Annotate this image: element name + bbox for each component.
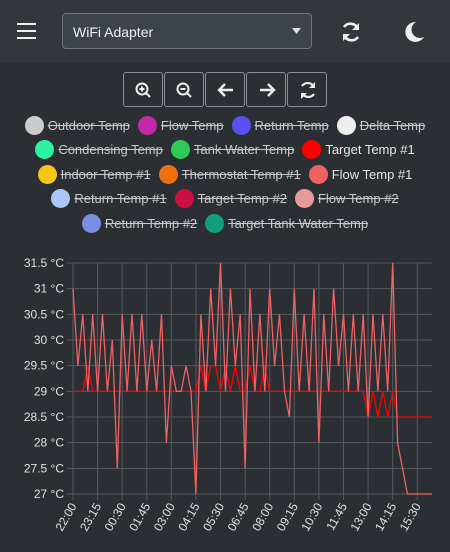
x-tick-label: 22:00 — [52, 500, 79, 533]
legend-item[interactable]: Thermostat Temp #1 — [158, 162, 301, 187]
legend: Outdoor Temp Flow Temp Return Temp Delta Te… — [20, 113, 430, 236]
legend-label: Return Temp — [254, 117, 329, 133]
legend-item[interactable]: Tank Water Temp — [170, 138, 295, 163]
x-tick-label: 13:00 — [348, 500, 375, 533]
adapter-select[interactable]: WiFi Adapter — [62, 13, 312, 49]
legend-item[interactable]: Flow Temp #1 — [308, 162, 413, 187]
x-tick-label: 23:15 — [77, 500, 104, 533]
legend-item[interactable]: Indoor Temp #1 — [37, 162, 151, 187]
legend-item[interactable]: Return Temp #1 — [51, 187, 167, 212]
x-tick-label: 09:15 — [274, 500, 301, 533]
legend-label: Target Tank Water Temp — [228, 215, 369, 231]
legend-item[interactable]: Flow Temp #2 — [294, 187, 399, 212]
y-tick-label: 28.5 °C — [24, 410, 64, 424]
legend-swatch — [81, 213, 101, 233]
chart-toolbar — [123, 72, 328, 107]
legend-item[interactable]: Target Temp #2 — [174, 187, 287, 212]
legend-swatch — [37, 164, 57, 184]
x-tick-label: 15:30 — [397, 500, 424, 533]
y-tick-label: 29.5 °C — [24, 359, 64, 373]
legend-item[interactable]: Outdoor Temp — [24, 113, 130, 138]
legend-label: Flow Temp — [160, 117, 224, 133]
legend-label: Flow Temp #2 — [317, 191, 399, 207]
x-tick-label: 01:45 — [126, 500, 153, 533]
legend-swatch — [302, 140, 322, 160]
legend-label: Indoor Temp #1 — [60, 166, 151, 182]
x-tick-label: 03:00 — [151, 500, 178, 533]
legend-swatch — [308, 164, 328, 184]
caret — [292, 28, 301, 34]
y-tick-label: 30 °C — [34, 333, 64, 347]
y-tick-label: 28 °C — [34, 436, 64, 450]
series-line — [73, 365, 432, 418]
legend-label: Return Temp #1 — [74, 191, 167, 207]
x-tick-label: 08:00 — [249, 500, 276, 533]
legend-swatch — [35, 140, 55, 160]
x-tick-label: 05:30 — [200, 500, 227, 533]
legend-item[interactable]: Target Tank Water Temp — [205, 211, 368, 236]
zoom-in[interactable] — [123, 72, 163, 107]
theme-button[interactable] — [402, 20, 426, 44]
pan-left[interactable] — [205, 72, 245, 107]
y-tick-label: 30.5 °C — [24, 307, 64, 321]
legend-label: Target Temp #2 — [197, 191, 287, 207]
chart: 27 °C 27.5 °C 28 °C 28.5 °C 29 °C 29.5 °C 30 °… — [24, 256, 432, 534]
legend-swatch — [174, 189, 194, 209]
legend-label: Flow Temp #1 — [331, 166, 413, 182]
series-line — [72, 262, 432, 495]
legend-item[interactable]: Return Temp #2 — [81, 211, 198, 236]
legend-label: Delta Temp — [359, 117, 426, 133]
reset-zoom[interactable] — [287, 72, 327, 107]
legend-swatch — [205, 213, 225, 233]
zoom-out[interactable] — [164, 72, 204, 107]
legend-swatch — [158, 164, 178, 184]
x-tick-label: 10:30 — [298, 500, 325, 533]
legend-label: Outdoor Temp — [47, 117, 130, 133]
legend-label: Thermostat Temp #1 — [181, 166, 301, 182]
legend-swatch — [336, 115, 356, 135]
legend-item[interactable]: Flow Temp — [137, 113, 224, 138]
pan-right[interactable] — [246, 72, 286, 107]
legend-item[interactable]: Return Temp — [231, 113, 329, 138]
y-tick-label: 31.5 °C — [24, 256, 64, 270]
menu-button[interactable] — [17, 22, 37, 40]
y-tick-label: 29 °C — [34, 384, 64, 398]
x-tick-label: 11:45 — [323, 500, 350, 533]
legend-swatch — [51, 189, 71, 209]
x-tick-label: 06:45 — [225, 500, 252, 533]
legend-item[interactable]: Target Temp #1 — [302, 138, 415, 163]
legend-swatch — [137, 115, 157, 135]
legend-swatch — [24, 115, 44, 135]
y-tick-label: 31 °C — [34, 282, 64, 296]
legend-label: Condensing Temp — [58, 142, 163, 158]
legend-item[interactable]: Condensing Temp — [35, 138, 163, 163]
x-tick-label: 00:30 — [102, 500, 129, 533]
adapter-label: WiFi Adapter — [73, 24, 154, 40]
legend-label: Tank Water Temp — [193, 142, 295, 158]
y-tick-label: 27.5 °C — [24, 461, 64, 475]
legend-label: Return Temp #2 — [104, 215, 198, 231]
x-tick-label: 04:15 — [175, 500, 202, 533]
legend-swatch — [170, 140, 190, 160]
y-tick-label: 27 °C — [34, 487, 64, 501]
top-bar: WiFi Adapter — [0, 0, 450, 62]
legend-item[interactable]: Delta Temp — [336, 113, 426, 138]
x-tick-label: 14:15 — [372, 500, 399, 533]
legend-swatch — [231, 115, 251, 135]
legend-swatch — [294, 189, 314, 209]
refresh-button[interactable] — [339, 20, 363, 44]
legend-label: Target Temp #1 — [325, 142, 415, 158]
